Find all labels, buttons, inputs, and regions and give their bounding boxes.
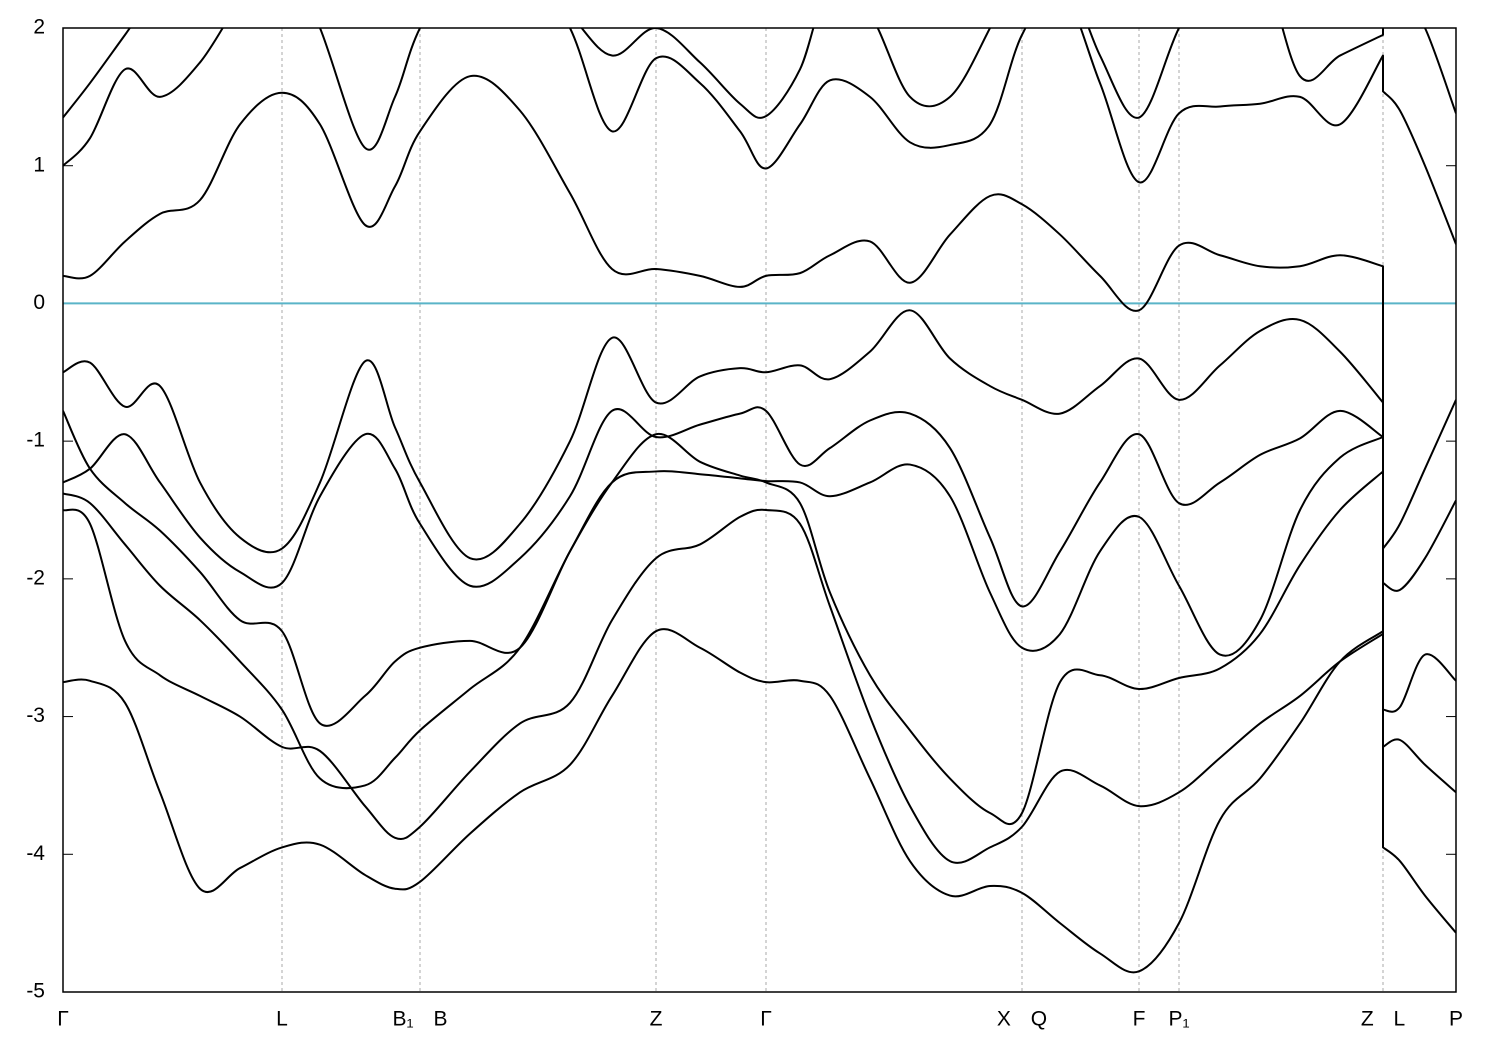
plot-frame xyxy=(62,27,1457,993)
x-tick-label: Γ xyxy=(57,1008,69,1031)
x-tick-label: B₁ B xyxy=(393,1008,448,1031)
band-line xyxy=(63,309,1456,592)
band-line xyxy=(63,433,1456,826)
x-tick-label: P xyxy=(1449,1008,1463,1031)
x-tick-label: X Q xyxy=(997,1008,1047,1031)
y-tick-label: -3 xyxy=(26,704,45,727)
x-tick-label: Γ xyxy=(760,1008,772,1031)
band-line xyxy=(63,74,1456,550)
x-tick-label: F xyxy=(1133,1008,1146,1031)
band-line xyxy=(63,410,1384,727)
band-line xyxy=(63,628,1384,974)
y-tick-label: -1 xyxy=(26,429,45,452)
y-tick-label: 1 xyxy=(33,153,45,176)
band-line xyxy=(63,28,1456,245)
y-tick-label: 2 xyxy=(33,16,45,39)
y-tick-label: -2 xyxy=(26,566,45,589)
label-layer: -5 -4 -3 -2 -1 0 1 2 Γ L B₁ B Z Γ X Q F P₁ Z L P xyxy=(26,16,1463,1031)
y-tick-label: 0 xyxy=(33,291,45,314)
band-line xyxy=(63,508,1456,934)
y-tick-label: -5 xyxy=(26,980,45,1003)
x-tick-label: Z xyxy=(650,1008,663,1031)
band-line xyxy=(63,28,1456,119)
band-line xyxy=(63,406,1456,713)
x-tick-label: L xyxy=(276,1008,288,1031)
x-tick-label: P₁ xyxy=(1168,1008,1189,1031)
band-layer xyxy=(63,28,1456,974)
y-tick-label: -4 xyxy=(26,842,45,865)
x-tick-label: Z L xyxy=(1361,1008,1405,1031)
